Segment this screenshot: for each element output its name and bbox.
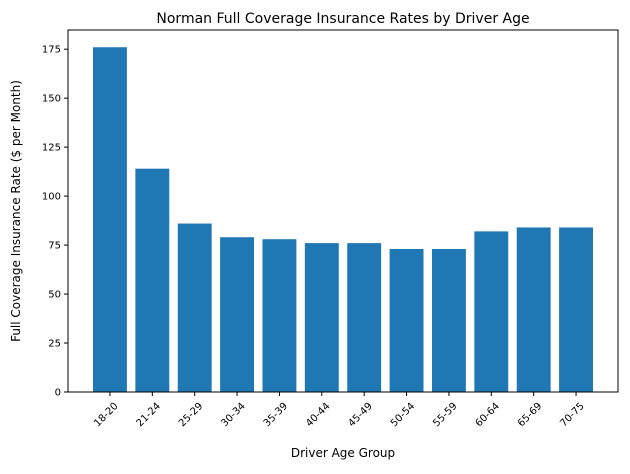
- bar-18-20: [93, 47, 127, 392]
- x-tick-label: 70-75: [558, 401, 586, 429]
- y-tick-label: 75: [48, 241, 61, 252]
- x-tick-label: 65-69: [516, 401, 544, 429]
- bar-21-24: [135, 168, 170, 392]
- x-tick-label: 45-49: [347, 401, 375, 429]
- bar-65-69: [516, 227, 551, 392]
- bar-35-39: [262, 239, 297, 392]
- y-tick-label: 0: [55, 388, 61, 399]
- x-tick-label: 21-24: [135, 401, 163, 429]
- y-tick-label: 150: [42, 94, 61, 105]
- bar-55-59: [431, 249, 466, 392]
- bar-45-49: [347, 243, 382, 392]
- y-tick-label: 25: [48, 339, 61, 350]
- x-tick-label: 25-29: [177, 401, 205, 429]
- bar-50-54: [389, 249, 424, 392]
- x-axis-label: Driver Age Group: [291, 446, 395, 460]
- x-tick-label: 50-54: [389, 401, 417, 429]
- chart-title: Norman Full Coverage Insurance Rates by …: [156, 11, 529, 27]
- plot-frame: [67, 29, 619, 393]
- x-tick-label: 40-44: [304, 401, 332, 429]
- y-tick-label: 175: [42, 45, 61, 56]
- x-tick-label: 30-34: [219, 401, 247, 429]
- bar-30-34: [220, 237, 255, 392]
- x-tick-label: 35-39: [262, 401, 290, 429]
- y-axis-label: Full Coverage Insurance Rate ($ per Mont…: [9, 80, 23, 342]
- bar-40-44: [304, 243, 339, 392]
- x-tick-label: 60-64: [474, 401, 502, 429]
- bar-60-64: [474, 231, 509, 392]
- x-tick-label: 18-20: [92, 401, 120, 429]
- y-tick-label: 125: [42, 143, 61, 154]
- bar-25-29: [177, 223, 212, 392]
- x-tick-label: 55-59: [431, 401, 459, 429]
- y-tick-label: 50: [48, 290, 61, 301]
- bar-70-75: [559, 227, 593, 392]
- y-tick-label: 100: [42, 192, 61, 203]
